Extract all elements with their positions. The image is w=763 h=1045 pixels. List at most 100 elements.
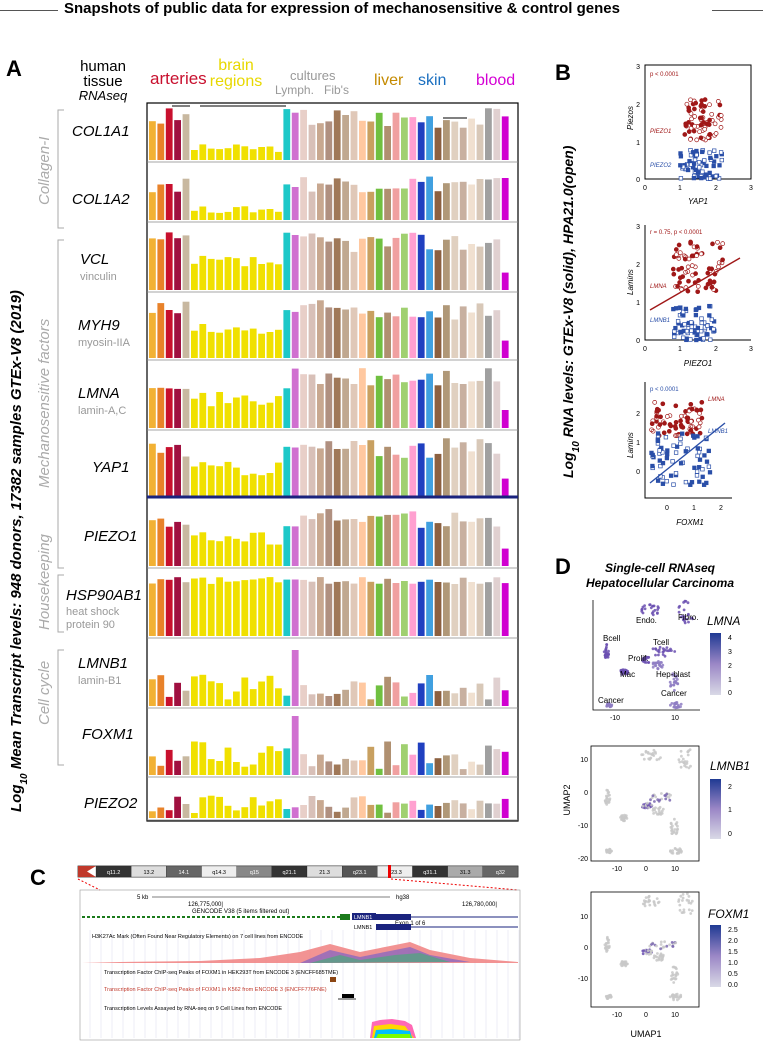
umap-cell — [604, 942, 608, 945]
bar — [451, 236, 459, 290]
assembly-label: hg38 — [396, 895, 410, 901]
scatter-point — [673, 247, 679, 252]
umap-cell — [673, 977, 677, 981]
umap-cell — [605, 788, 609, 792]
umap-cell — [681, 896, 685, 900]
bar — [401, 382, 408, 428]
umap-cell — [663, 654, 667, 658]
bar — [401, 581, 408, 636]
bar — [291, 650, 299, 706]
umap-cell — [647, 896, 650, 899]
bar — [468, 451, 475, 496]
scatter-point — [678, 441, 683, 446]
figure-title: Snapshots of public data for expression … — [64, 0, 620, 17]
bar — [451, 584, 459, 636]
cluster-fibro: Fibro. — [678, 613, 698, 622]
scatter-point — [707, 470, 713, 475]
bar — [207, 583, 215, 636]
scatter-point — [696, 424, 702, 430]
bar — [417, 234, 425, 290]
bar — [493, 453, 501, 496]
bar — [283, 579, 291, 636]
bar — [191, 398, 198, 428]
bar — [459, 181, 467, 220]
bar — [325, 441, 333, 496]
umap-cell — [657, 660, 660, 663]
bar — [266, 146, 274, 160]
scatter-point — [690, 272, 695, 278]
bar — [216, 259, 223, 290]
scatter-plot-1: p < 0.0001 PIEZO1 PIEZO2 3 2 1 0 0 1 2 3… — [626, 64, 753, 206]
bar — [266, 332, 274, 358]
group-skin: skin — [418, 72, 446, 89]
bar — [459, 306, 467, 358]
scatter-point — [673, 419, 679, 425]
zoom-line-right — [390, 878, 519, 891]
scatter-point — [658, 463, 663, 469]
scatter-point — [665, 452, 670, 457]
bar — [459, 687, 467, 706]
bar — [258, 475, 265, 496]
umap-cell — [643, 902, 646, 906]
plot1-ytick-3: 3 — [636, 64, 640, 71]
bar — [249, 149, 257, 160]
bar — [434, 691, 442, 706]
bar — [333, 377, 341, 428]
scatter-point — [680, 425, 686, 430]
scatter-point — [692, 123, 697, 129]
bar — [291, 311, 299, 358]
bar — [283, 310, 291, 358]
bar — [333, 238, 341, 290]
bar — [459, 521, 467, 566]
bar — [367, 440, 375, 496]
bar — [443, 305, 450, 358]
bar — [308, 581, 316, 636]
scatter-point — [702, 103, 708, 109]
scatter-point — [655, 438, 661, 444]
umap-cell — [659, 954, 662, 958]
umap-cell — [664, 797, 668, 801]
umap-cell — [649, 752, 652, 756]
umap-cell — [652, 807, 655, 811]
bar — [241, 146, 249, 160]
plot3-points — [649, 399, 713, 487]
bar — [149, 192, 156, 220]
bar — [174, 760, 181, 775]
gene-lmnb1: LMNB1 — [78, 655, 128, 672]
plot1-ytick-0: 0 — [636, 177, 640, 184]
bar — [300, 805, 307, 818]
scatter-point — [665, 448, 670, 453]
scatter-point — [688, 482, 693, 487]
umap-cell — [649, 606, 653, 610]
scatter-point — [714, 154, 719, 159]
plot3-ytick-0: 0 — [636, 469, 640, 476]
chromosome-ideogram: q11.2 13.2 14.1 q14.3 q15 q21.1 21.3 q23.1 q23.3… — [77, 865, 519, 878]
umap-cell — [680, 760, 684, 764]
bar — [384, 676, 391, 706]
bar — [157, 239, 165, 290]
bar — [375, 516, 383, 566]
scatter-point — [678, 436, 683, 441]
umap-cell — [659, 940, 663, 944]
bar — [443, 183, 450, 220]
bar — [401, 744, 408, 775]
scatter-point — [663, 435, 669, 440]
umap-cell — [677, 610, 681, 614]
lmnb1-label-box-1 — [352, 913, 376, 920]
umap-cell — [685, 898, 689, 902]
plot3-xtick-0: 0 — [665, 505, 669, 512]
cluster-bcell: Bcell — [603, 634, 621, 643]
umap2-frame — [590, 745, 700, 862]
umap-cell — [669, 849, 672, 853]
scatter-point — [682, 132, 688, 137]
umap-cell — [679, 995, 683, 999]
bar — [325, 806, 333, 818]
umap-cell — [661, 955, 665, 958]
bar — [157, 387, 165, 428]
category-collagen: Collagen-I — [36, 137, 53, 205]
scatter-point — [693, 100, 699, 106]
umap-cell — [654, 752, 657, 755]
bar — [451, 800, 459, 818]
bar — [401, 188, 408, 220]
bar — [384, 246, 391, 290]
